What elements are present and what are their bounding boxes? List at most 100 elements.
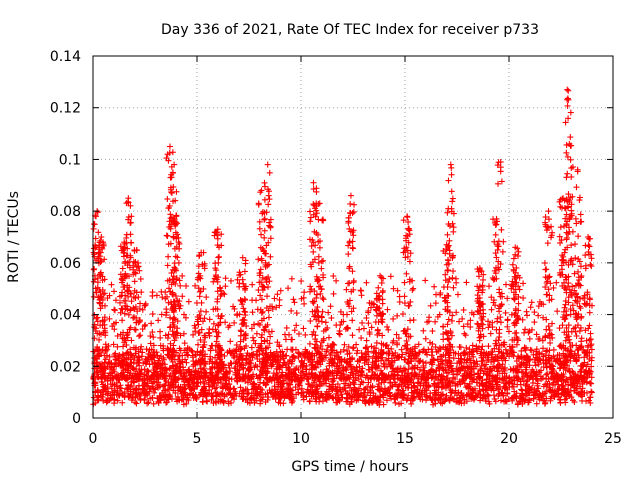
data-point bbox=[214, 235, 221, 242]
data-point bbox=[249, 309, 256, 316]
data-point bbox=[114, 343, 121, 350]
data-point bbox=[291, 299, 298, 306]
data-point bbox=[396, 298, 403, 305]
data-point bbox=[444, 283, 451, 290]
data-point bbox=[237, 384, 244, 391]
data-point bbox=[384, 306, 391, 313]
data-point bbox=[450, 224, 457, 231]
data-point bbox=[518, 368, 525, 375]
data-point bbox=[108, 359, 115, 366]
data-point bbox=[327, 303, 334, 310]
data-point bbox=[307, 208, 314, 215]
data-point bbox=[313, 188, 320, 195]
data-point bbox=[509, 261, 516, 268]
data-point bbox=[365, 320, 372, 327]
data-point bbox=[95, 229, 102, 236]
data-point bbox=[310, 179, 317, 186]
data-point bbox=[492, 231, 499, 238]
data-point bbox=[291, 327, 298, 334]
data-point bbox=[360, 325, 367, 332]
data-point bbox=[248, 344, 255, 351]
data-point bbox=[493, 326, 500, 333]
data-point bbox=[266, 196, 273, 203]
data-point bbox=[545, 208, 552, 215]
data-point bbox=[452, 275, 459, 282]
data-point bbox=[463, 279, 470, 286]
data-point bbox=[563, 141, 570, 148]
data-point bbox=[333, 277, 340, 284]
data-point bbox=[359, 319, 366, 326]
data-point bbox=[428, 346, 435, 353]
data-point bbox=[145, 399, 152, 406]
data-point bbox=[456, 318, 463, 325]
x-tick-label: 5 bbox=[193, 431, 202, 447]
data-point bbox=[440, 336, 447, 343]
data-point bbox=[445, 177, 452, 184]
data-point bbox=[282, 336, 289, 343]
data-point bbox=[482, 397, 489, 404]
data-point bbox=[214, 333, 221, 340]
data-point bbox=[213, 392, 220, 399]
data-point bbox=[349, 268, 356, 275]
data-point bbox=[163, 232, 170, 239]
data-point bbox=[577, 211, 584, 218]
data-point bbox=[398, 346, 405, 353]
data-point bbox=[120, 343, 127, 350]
data-point bbox=[264, 161, 271, 168]
data-point bbox=[444, 335, 451, 342]
data-point bbox=[353, 341, 360, 348]
data-point bbox=[136, 333, 143, 340]
data-point bbox=[318, 318, 325, 325]
data-point bbox=[144, 400, 151, 407]
data-point bbox=[526, 335, 533, 342]
data-point bbox=[441, 396, 448, 403]
data-point bbox=[347, 200, 354, 207]
data-point bbox=[150, 400, 157, 407]
data-point bbox=[462, 332, 469, 339]
data-point bbox=[432, 318, 439, 325]
data-point bbox=[497, 319, 504, 326]
data-point bbox=[485, 398, 492, 405]
data-point bbox=[365, 361, 372, 368]
data-point bbox=[448, 171, 455, 178]
data-point bbox=[453, 309, 460, 316]
data-point bbox=[319, 308, 326, 315]
data-point bbox=[185, 298, 192, 305]
data-point bbox=[293, 322, 300, 329]
data-point bbox=[181, 340, 188, 347]
data-point bbox=[157, 334, 164, 341]
data-point bbox=[444, 231, 451, 238]
data-point bbox=[448, 317, 455, 324]
data-point bbox=[265, 314, 272, 321]
data-point bbox=[404, 213, 411, 220]
data-point bbox=[563, 174, 570, 181]
data-point bbox=[435, 396, 442, 403]
data-point bbox=[476, 337, 483, 344]
data-point bbox=[330, 395, 337, 402]
data-point bbox=[261, 234, 268, 241]
data-point bbox=[163, 399, 170, 406]
data-point bbox=[567, 109, 574, 116]
data-point bbox=[218, 390, 225, 397]
data-point bbox=[241, 268, 248, 275]
data-point bbox=[486, 283, 493, 290]
data-point bbox=[230, 385, 237, 392]
data-point bbox=[390, 315, 397, 322]
data-point bbox=[587, 379, 594, 386]
data-point bbox=[442, 396, 449, 403]
data-point bbox=[557, 224, 564, 231]
data-point bbox=[445, 316, 452, 323]
data-point bbox=[320, 380, 327, 387]
data-point bbox=[242, 286, 249, 293]
data-point bbox=[281, 331, 288, 338]
data-point bbox=[312, 341, 319, 348]
data-point bbox=[573, 184, 580, 191]
data-point bbox=[272, 386, 279, 393]
data-point bbox=[315, 216, 322, 223]
data-point bbox=[169, 149, 176, 156]
data-point bbox=[586, 322, 593, 329]
data-point bbox=[119, 317, 126, 324]
data-point bbox=[588, 388, 595, 395]
data-point bbox=[135, 263, 142, 270]
data-point bbox=[306, 340, 313, 347]
